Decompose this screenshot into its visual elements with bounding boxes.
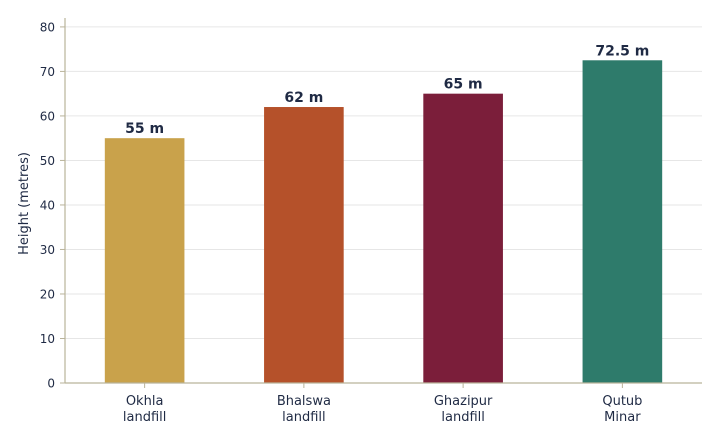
data-label: 55 m	[125, 121, 164, 137]
y-tick-label: 30	[40, 243, 55, 257]
x-tick-label-line: Okhla	[126, 394, 164, 409]
bars	[104, 60, 663, 384]
x-tick-label: Ghazipur landfill	[434, 394, 493, 425]
y-tick-label: 80	[40, 20, 55, 34]
bar	[104, 138, 185, 383]
x-tick-label: Okhla landfill	[123, 394, 166, 425]
x-tick-label: Bhalswa landfill	[277, 394, 331, 425]
x-tick-label-line: landfill	[282, 410, 325, 425]
y-tick-label: 40	[40, 198, 55, 212]
x-tick-label-line: Ghazipur	[434, 394, 493, 409]
data-label: 65 m	[444, 77, 483, 93]
y-tick-label: 60	[40, 109, 55, 123]
bar	[423, 93, 503, 384]
data-labels: 55 m 62 m 65 m 72.5 m	[125, 43, 649, 137]
y-tick-label: 70	[40, 65, 55, 79]
data-label: 72.5 m	[595, 43, 649, 59]
bar	[264, 107, 344, 384]
x-tick-label-line: Bhalswa	[277, 394, 331, 409]
y-tick-label: 20	[40, 287, 55, 301]
y-tick-label: 0	[47, 377, 55, 391]
data-label: 62 m	[284, 90, 323, 106]
x-tick-label: Qutub Minar	[602, 394, 642, 425]
x-tick-label-line: Qutub	[602, 394, 642, 409]
bar	[582, 60, 663, 383]
y-tick-label: 50	[40, 154, 55, 168]
x-tick-label-line: landfill	[441, 410, 484, 425]
y-tick-label: 10	[40, 332, 55, 346]
x-tick-label-line: Minar	[604, 410, 641, 425]
y-axis-label: Height (metres)	[17, 152, 32, 255]
x-tick-label-line: landfill	[123, 410, 166, 425]
